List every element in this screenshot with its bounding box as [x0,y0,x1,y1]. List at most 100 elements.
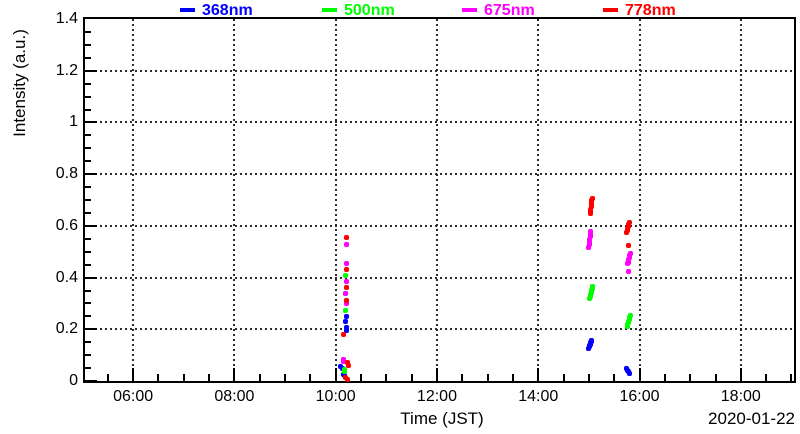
y-gridline [85,276,794,279]
y-tick-label: 1.4 [55,10,78,27]
x-major-tick [132,368,135,381]
data-point-778nm [344,377,350,383]
y-major-tick [85,380,97,382]
data-point-368nm [343,324,349,330]
plot-area [83,17,796,383]
legend-item-368nm: 368nm [180,2,253,19]
x-gridline [334,19,337,381]
y-minor-tick [85,56,91,59]
x-major-tick [537,368,540,381]
legend-marker-icon [462,8,477,12]
y-minor-tick [85,367,91,370]
y-minor-tick [85,341,91,344]
legend-item-778nm: 778nm [603,2,676,19]
y-gridline [85,224,794,227]
legend-item-675nm: 675nm [462,2,535,19]
y-major-tick [85,173,97,176]
y-gridline [85,121,794,124]
y-minor-tick [85,186,91,189]
x-minor-tick [385,374,388,381]
x-major-tick [739,368,742,381]
data-point-675nm [587,237,593,243]
y-minor-tick [85,108,91,111]
x-minor-tick [587,374,590,381]
y-minor-tick [85,211,91,214]
legend-label: 675nm [484,2,535,19]
x-tick-label: 10:00 [315,388,356,405]
data-point-675nm [625,269,631,275]
data-point-675nm [586,244,592,250]
x-minor-tick [258,374,261,381]
y-minor-tick [85,237,91,240]
legend-marker-icon [180,8,195,12]
data-point-778nm [344,266,350,272]
data-point-675nm [343,300,349,306]
legend-label: 368nm [202,2,253,19]
y-major-tick [85,328,97,331]
data-point-778nm [341,331,347,337]
data-point-778nm [589,195,595,201]
y-minor-tick [85,315,91,318]
y-axis-title: Intensity (a.u.) [10,29,29,137]
x-minor-tick [714,374,717,381]
y-minor-tick [85,250,91,253]
data-point-778nm [344,298,350,304]
data-point-675nm [343,290,349,296]
legend-label: 778nm [625,2,676,19]
legend-label: 500nm [344,2,395,19]
x-major-tick [334,368,337,381]
x-minor-tick [182,374,185,381]
y-minor-tick [85,302,91,305]
x-gridline [638,19,641,381]
x-minor-tick [309,374,312,381]
data-point-675nm [586,242,592,248]
data-point-500nm [589,284,595,290]
legend-item-500nm: 500nm [322,2,395,19]
x-tick-label: 16:00 [619,388,660,405]
data-point-500nm [343,273,349,278]
y-minor-tick [85,95,91,98]
x-minor-tick [790,374,793,381]
y-tick-label: 1 [69,113,78,131]
y-tick-label: 0.4 [55,268,78,286]
date-label: 2020-01-22 [708,409,795,428]
x-gridline [739,19,742,381]
data-point-675nm [627,251,633,257]
data-point-778nm [344,234,350,240]
data-point-500nm [342,368,348,374]
x-major-tick [435,368,438,381]
x-minor-tick [511,374,514,381]
y-tick-label: 0.6 [55,216,78,234]
x-tick-label: 08:00 [214,388,255,405]
y-gridline [85,173,794,176]
x-minor-tick [486,374,489,381]
x-minor-tick [284,374,287,381]
y-minor-tick [85,289,91,292]
y-minor-tick [85,199,91,201]
x-gridline [132,19,135,381]
y-minor-tick [85,354,91,357]
x-gridline [233,19,236,381]
legend-marker-icon [603,8,618,12]
y-minor-tick [85,134,91,137]
y-minor-tick [85,43,91,46]
y-minor-tick [85,263,91,266]
y-tick-label: 0 [69,372,78,389]
y-tick-label: 0.8 [55,165,78,183]
data-point-500nm [342,307,348,313]
data-point-500nm [627,312,633,318]
data-point-778nm [345,362,351,368]
x-minor-tick [106,374,109,381]
x-minor-tick [613,374,616,381]
x-minor-tick [689,374,692,381]
y-gridline [85,69,794,72]
x-minor-tick [461,374,464,381]
x-minor-tick [157,374,160,381]
y-minor-tick [85,147,91,150]
data-point-778nm [626,242,632,248]
y-minor-tick [85,30,91,33]
y-major-tick [85,121,97,124]
data-point-675nm [343,260,349,266]
x-gridline [435,19,438,381]
